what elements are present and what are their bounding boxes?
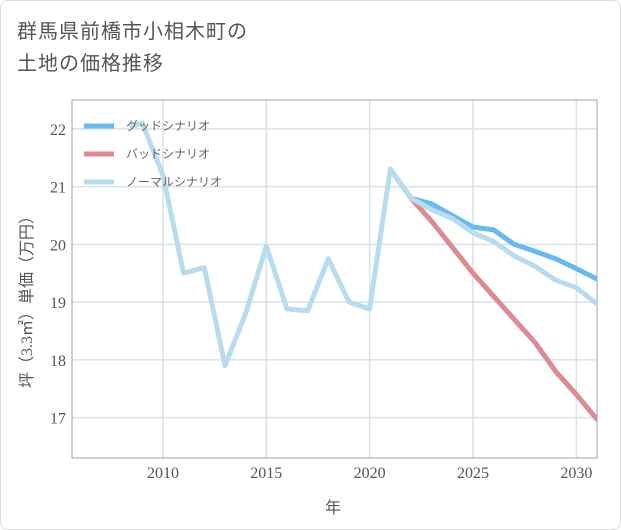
chart-title-line-1: 群馬県前橋市小相木町の: [17, 19, 248, 43]
series-line-bad: [387, 166, 597, 422]
legend-label-bad: バッドシナリオ: [126, 147, 210, 161]
y-axis-label: 坪（3.3㎡）単価（万円）: [18, 208, 36, 388]
legend-label-good: グッドシナリオ: [126, 119, 210, 133]
y-axis-ticks: 17 18 19 20 21 22: [50, 122, 66, 428]
y-tick-label: 21: [50, 180, 66, 197]
y-tick-label: 18: [50, 353, 66, 370]
x-tick-label: 2030: [560, 465, 592, 482]
series-line-normal: [129, 120, 597, 369]
grid-lines: [72, 100, 597, 458]
chart-title-line-2: 土地の価格推移: [17, 51, 164, 75]
y-tick-label: 17: [50, 411, 66, 428]
x-tick-label: 2020: [354, 465, 386, 482]
legend-label-normal: ノーマルシナリオ: [126, 175, 222, 189]
x-tick-label: 2025: [457, 465, 489, 482]
x-tick-label: 2015: [250, 465, 282, 482]
y-tick-label: 22: [50, 122, 66, 139]
x-axis-ticks: 2010 2015 2020 2025 2030: [147, 465, 592, 482]
series-line-good: [387, 166, 597, 282]
x-axis-label: 年: [325, 499, 341, 517]
y-tick-label: 19: [50, 295, 66, 312]
series-layer: [129, 120, 597, 422]
y-tick-label: 20: [50, 237, 66, 254]
x-tick-label: 2010: [147, 465, 179, 482]
chart-title: 群馬県前橋市小相木町の 土地の価格推移: [17, 15, 248, 79]
